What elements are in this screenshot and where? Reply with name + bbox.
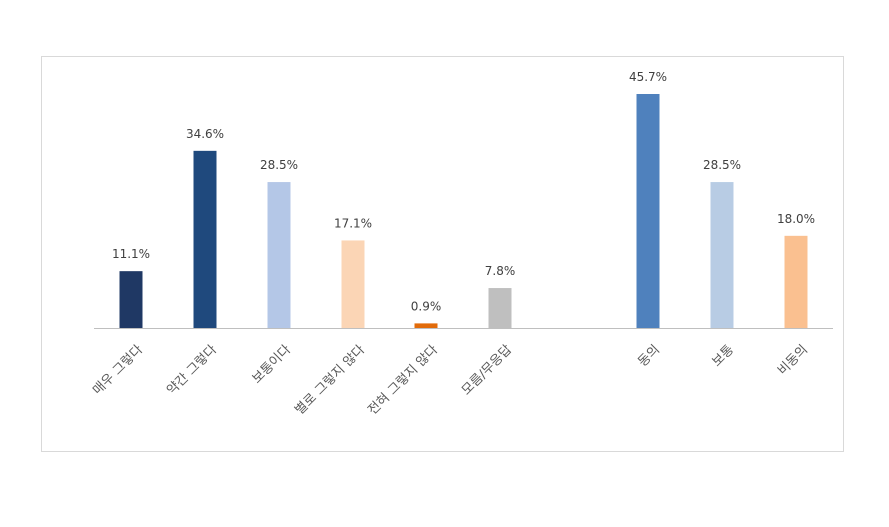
value-label-9: 18.0% bbox=[777, 212, 815, 226]
value-label-2: 34.6% bbox=[186, 127, 224, 141]
category-label-2: 약간 그렇다 bbox=[164, 342, 220, 398]
category-label-6: 모름/무응답 bbox=[459, 342, 515, 398]
bar-9 bbox=[784, 235, 808, 328]
value-label-5: 0.9% bbox=[411, 299, 442, 313]
category-label-4: 별로 그렇지 않다 bbox=[292, 342, 368, 418]
bar-6 bbox=[488, 288, 512, 328]
category-label-5: 전혀 그렇지 않다 bbox=[365, 342, 441, 418]
category-label-8: 보통 bbox=[710, 342, 738, 370]
bar-3 bbox=[267, 182, 291, 328]
value-label-3: 28.5% bbox=[260, 158, 298, 172]
category-label-3: 보통이다 bbox=[250, 342, 294, 386]
value-label-6: 7.8% bbox=[485, 264, 516, 278]
bar-2 bbox=[193, 150, 217, 328]
value-label-8: 28.5% bbox=[703, 158, 741, 172]
bar-1 bbox=[119, 271, 143, 328]
value-label-7: 45.7% bbox=[629, 70, 667, 84]
bar-4 bbox=[341, 240, 365, 328]
bar-5 bbox=[414, 323, 438, 328]
category-label-9: 비동의 bbox=[775, 342, 811, 378]
category-label-1: 매우 그렇다 bbox=[90, 342, 146, 398]
bar-8 bbox=[710, 182, 734, 328]
bar-7 bbox=[636, 94, 660, 328]
category-label-7: 동의 bbox=[636, 342, 664, 370]
chart-frame bbox=[41, 56, 844, 452]
value-label-4: 17.1% bbox=[334, 216, 372, 230]
value-label-1: 11.1% bbox=[112, 247, 150, 261]
